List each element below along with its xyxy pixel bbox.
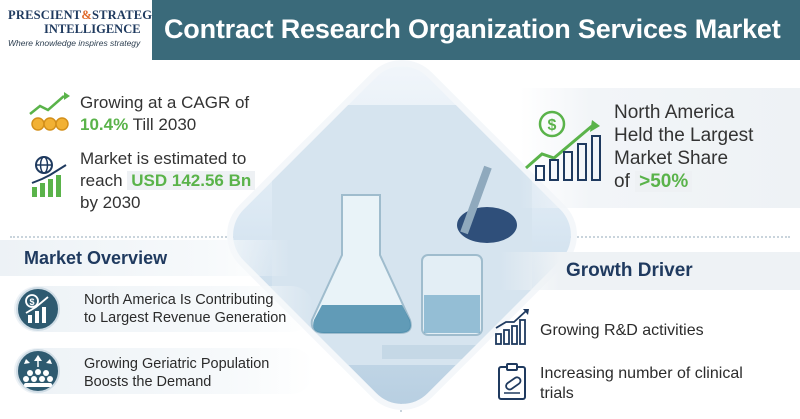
driver-item2: Increasing number of clinical trials xyxy=(540,365,743,402)
na-value: >50% xyxy=(635,171,693,192)
market-line3: by 2030 xyxy=(80,193,141,212)
dollar-growth-icon: $ xyxy=(522,108,606,182)
clipboard-pill-icon xyxy=(496,362,530,402)
market-stat: Market is estimated to reach USD 142.56 … xyxy=(80,148,256,214)
cagr-value: 10.4% xyxy=(80,115,129,134)
na-line3: Market Share xyxy=(614,148,729,169)
cagr-chart-icon xyxy=(28,92,72,132)
overview-heading-bg xyxy=(0,240,290,276)
overview-item2: Growing Geriatric Population Boosts the … xyxy=(84,356,270,390)
overview-item1-bg xyxy=(14,286,314,332)
page-title: Contract Research Organization Services … xyxy=(164,14,781,44)
cagr-line2: 10.4% Till 2030 xyxy=(80,115,197,134)
growth-bars-icon xyxy=(494,308,530,346)
title-bar xyxy=(152,0,800,60)
svg-text:$: $ xyxy=(29,297,34,307)
cagr-stat: Growing at a CAGR of 10.4% Till 2030 xyxy=(80,92,249,136)
driver-item1: Growing R&D activities xyxy=(540,322,704,339)
market-line2: reach USD 142.56 Bn xyxy=(80,170,256,192)
logo-text-line1: PRESCIENT&STRATEGIC xyxy=(8,8,167,22)
na-line2: Held the Largest xyxy=(614,125,754,146)
cagr-line1: Growing at a CAGR of xyxy=(80,93,250,112)
svg-text:$: $ xyxy=(548,117,557,134)
driver-heading: Growth Driver xyxy=(566,260,693,281)
logo-ampersand: & xyxy=(81,8,92,22)
overview-item2-bg xyxy=(14,348,314,394)
market-value: USD 142.56 Bn xyxy=(127,171,256,190)
logo-text-line2: INTELLIGENCE xyxy=(44,22,141,36)
na-line1: North America xyxy=(614,102,735,123)
logo-area xyxy=(0,0,152,60)
revenue-growth-icon: $ xyxy=(16,287,60,331)
overview-heading: Market Overview xyxy=(24,248,168,268)
overview-item1: North America Is Contributing to Largest… xyxy=(84,292,287,326)
globe-chart-icon xyxy=(28,155,72,199)
na-stat: North America Held the Largest Market Sh… xyxy=(614,101,753,193)
na-line4: of >50% xyxy=(614,170,753,193)
driver-heading-bg xyxy=(500,252,800,290)
market-line1: Market is estimated to xyxy=(80,149,247,168)
logo-tagline: Where knowledge inspires strategy xyxy=(8,38,141,48)
population-icon xyxy=(16,349,60,393)
